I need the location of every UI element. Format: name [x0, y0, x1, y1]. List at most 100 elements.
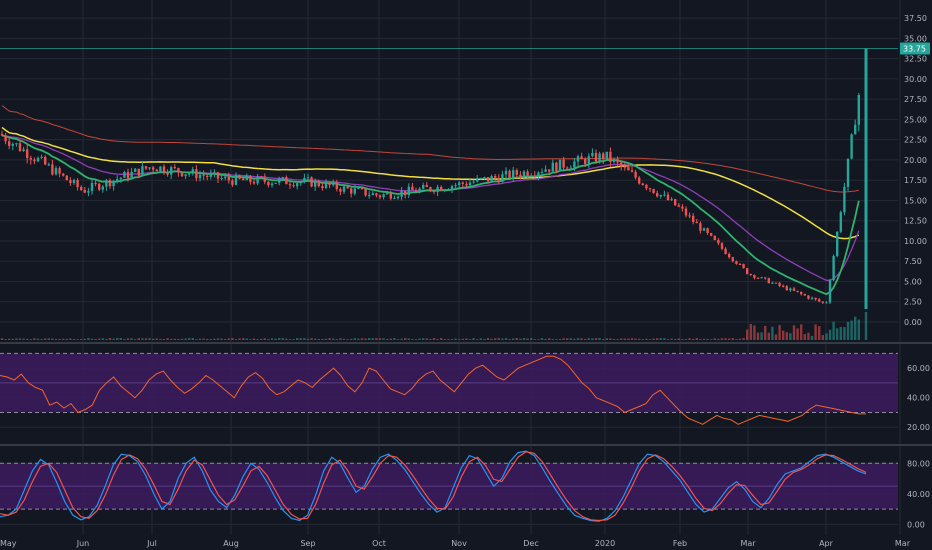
candle-body — [515, 170, 518, 175]
price-candle — [188, 171, 191, 177]
volume-bar — [587, 338, 590, 340]
volume-bar — [659, 338, 662, 340]
candle-body — [670, 199, 673, 201]
candle-body — [303, 177, 306, 182]
price-candle — [450, 184, 454, 194]
volume-bar — [756, 332, 760, 340]
candle-body — [281, 177, 284, 179]
candle-body — [242, 178, 245, 181]
price-candle — [425, 182, 428, 188]
volume-bar — [249, 339, 252, 340]
volume-bar — [195, 339, 198, 340]
volume-bar — [821, 335, 824, 340]
volume-bar — [620, 338, 623, 340]
candle-body — [209, 173, 212, 177]
candle-body — [11, 143, 14, 146]
panel-separators — [0, 342, 932, 446]
price-axis-tick: 5.00 — [904, 277, 922, 286]
volume-bar — [486, 338, 490, 340]
candle-body — [368, 195, 371, 197]
price-candle — [702, 227, 706, 231]
volume-bar — [447, 338, 450, 340]
candle-body — [479, 177, 482, 179]
candle-body — [656, 193, 659, 197]
price-candle — [213, 169, 216, 178]
volume-bar — [148, 338, 151, 340]
volume-bar — [594, 338, 598, 340]
time-axis-label: Aug — [223, 539, 239, 548]
candle-body — [792, 288, 796, 291]
volume-bar — [184, 338, 187, 340]
volume-bar — [504, 338, 508, 340]
volume-bar — [749, 324, 752, 340]
volume-bar — [425, 338, 428, 340]
candle-body — [530, 175, 533, 177]
candle-body — [789, 288, 792, 291]
volume-bar — [458, 339, 461, 340]
axis-labels[interactable]: 37.50 35.00 32.50 30.00 27.50 25.00 22.50 20.00… — [0, 14, 930, 548]
price-candle — [674, 198, 677, 206]
price-candle — [0, 130, 4, 137]
volume-bar — [864, 312, 868, 340]
candle-body — [72, 180, 76, 184]
price-candle — [490, 174, 493, 182]
candle-body — [591, 152, 594, 157]
price-candle — [796, 290, 799, 293]
candle-body — [155, 169, 158, 172]
price-candle — [774, 282, 778, 284]
price-candle — [566, 166, 569, 171]
candle-body — [728, 254, 731, 258]
candle-body — [818, 299, 821, 302]
volume-bar — [267, 339, 270, 340]
candle-body — [126, 171, 130, 179]
price-candle — [695, 218, 698, 224]
candle-body — [573, 161, 576, 168]
candle-body — [393, 198, 396, 200]
price-candle — [602, 151, 605, 165]
volume-bar — [576, 338, 580, 340]
price-candle — [231, 178, 234, 187]
volume-bar — [177, 338, 180, 340]
volume-bar — [166, 338, 169, 340]
volume-bar — [623, 338, 626, 340]
volume-bar — [771, 326, 774, 340]
price-candle — [90, 179, 94, 195]
volume-bar — [339, 338, 342, 340]
price-axis-tick: 15.00 — [904, 196, 927, 205]
price-candle — [346, 184, 349, 189]
volume-bar — [418, 338, 421, 340]
volume-bar — [803, 334, 806, 340]
volume-bar — [335, 339, 338, 340]
candle-body — [15, 143, 18, 145]
candle-body — [587, 156, 590, 165]
volume-bar — [274, 338, 277, 340]
candle-body — [850, 134, 853, 159]
volume-bar — [530, 338, 533, 340]
price-candle — [33, 157, 36, 165]
volume-bar — [699, 339, 702, 340]
price-candle — [112, 180, 115, 191]
candle-body — [270, 183, 274, 186]
candle-body — [58, 168, 61, 174]
candle-body — [184, 174, 187, 177]
price-candle — [616, 156, 619, 167]
price-candle — [771, 281, 774, 285]
price-candle — [285, 175, 288, 185]
candle-body — [87, 191, 90, 193]
price-candle — [26, 144, 29, 164]
volume-bar — [396, 339, 400, 340]
price-candle — [735, 260, 738, 265]
price-candle — [184, 174, 187, 179]
candle-body — [119, 177, 122, 180]
volume-bar — [616, 339, 619, 340]
price-candle — [180, 172, 184, 178]
price-candle — [497, 174, 500, 185]
candle-body — [800, 291, 803, 295]
volume-bar — [641, 339, 644, 340]
price-candle — [713, 235, 716, 241]
volume-bar — [634, 338, 637, 340]
volume-bar — [278, 338, 281, 340]
candle-body — [803, 294, 806, 296]
volume-bar — [555, 339, 558, 340]
price-candle — [350, 186, 353, 198]
